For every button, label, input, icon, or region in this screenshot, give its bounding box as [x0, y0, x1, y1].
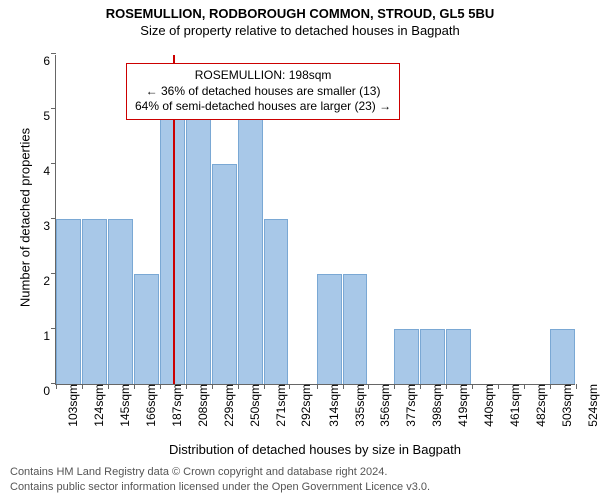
- x-tick-mark: [264, 384, 265, 389]
- x-tick-label: 124sqm: [86, 384, 106, 427]
- x-tick-label: 208sqm: [190, 384, 210, 427]
- y-tick-label: 6: [43, 54, 56, 68]
- y-tick-label: 5: [43, 109, 56, 123]
- y-tick-label: 2: [43, 274, 56, 288]
- x-tick-label: 482sqm: [528, 384, 548, 427]
- x-tick-label: 356sqm: [372, 384, 392, 427]
- x-tick-label: 145sqm: [112, 384, 132, 427]
- y-tick-mark: [51, 163, 56, 164]
- x-tick-mark: [212, 384, 213, 389]
- histogram-bar: [212, 164, 237, 384]
- x-tick-mark: [56, 384, 57, 389]
- histogram-bar: [420, 329, 445, 384]
- histogram-bar: [343, 274, 368, 384]
- y-tick-label: 3: [43, 219, 56, 233]
- histogram-bar: [550, 329, 575, 384]
- histogram-bar: [264, 219, 289, 384]
- histogram-bar: [394, 329, 419, 384]
- footer-line-2: Contains public sector information licen…: [10, 480, 430, 494]
- chart-plot-area: 0123456103sqm124sqm145sqm166sqm187sqm208…: [55, 55, 575, 385]
- footer-line-1: Contains HM Land Registry data © Crown c…: [10, 465, 430, 479]
- footer-attribution: Contains HM Land Registry data © Crown c…: [10, 465, 430, 494]
- x-tick-label: 440sqm: [476, 384, 496, 427]
- x-tick-mark: [82, 384, 83, 389]
- histogram-bar: [134, 274, 159, 384]
- x-tick-mark: [289, 384, 290, 389]
- histogram-bar: [317, 274, 342, 384]
- x-tick-label: 103sqm: [60, 384, 80, 427]
- y-axis-label: Number of detached properties: [18, 118, 33, 318]
- x-tick-mark: [550, 384, 551, 389]
- x-axis-label: Distribution of detached houses by size …: [55, 442, 575, 457]
- x-tick-mark: [394, 384, 395, 389]
- x-tick-mark: [238, 384, 239, 389]
- y-tick-label: 1: [43, 329, 56, 343]
- histogram-bar: [186, 109, 211, 384]
- x-tick-mark: [420, 384, 421, 389]
- histogram-bar: [446, 329, 471, 384]
- y-tick-label: 0: [43, 384, 56, 398]
- x-tick-label: 524sqm: [580, 384, 600, 427]
- x-tick-label: 419sqm: [450, 384, 470, 427]
- x-tick-mark: [498, 384, 499, 389]
- x-tick-label: 187sqm: [164, 384, 184, 427]
- x-tick-mark: [446, 384, 447, 389]
- x-tick-mark: [368, 384, 369, 389]
- annotation-box: ROSEMULLION: 198sqm← 36% of detached hou…: [126, 63, 400, 120]
- x-tick-label: 461sqm: [502, 384, 522, 427]
- y-tick-mark: [51, 108, 56, 109]
- x-tick-mark: [108, 384, 109, 389]
- annotation-line-3: 64% of semi-detached houses are larger (…: [135, 99, 391, 115]
- x-tick-mark: [160, 384, 161, 389]
- x-tick-label: 292sqm: [293, 384, 313, 427]
- histogram-bar: [160, 109, 185, 384]
- histogram-bar: [238, 109, 263, 384]
- x-tick-label: 166sqm: [138, 384, 158, 427]
- annotation-line-1: ROSEMULLION: 198sqm: [135, 68, 391, 84]
- x-tick-label: 314sqm: [321, 384, 341, 427]
- x-tick-mark: [472, 384, 473, 389]
- x-tick-mark: [343, 384, 344, 389]
- annotation-line-2: ← 36% of detached houses are smaller (13…: [135, 84, 391, 100]
- histogram-bar: [56, 219, 81, 384]
- y-tick-mark: [51, 53, 56, 54]
- x-tick-mark: [317, 384, 318, 389]
- chart-subtitle: Size of property relative to detached ho…: [0, 21, 600, 38]
- histogram-bar: [82, 219, 107, 384]
- histogram-bar: [108, 219, 133, 384]
- x-tick-mark: [576, 384, 577, 389]
- x-tick-label: 503sqm: [554, 384, 574, 427]
- y-tick-label: 4: [43, 164, 56, 178]
- x-tick-mark: [186, 384, 187, 389]
- x-tick-label: 250sqm: [242, 384, 262, 427]
- x-tick-label: 335sqm: [347, 384, 367, 427]
- chart-title: ROSEMULLION, RODBOROUGH COMMON, STROUD, …: [0, 0, 600, 21]
- x-tick-mark: [524, 384, 525, 389]
- x-tick-label: 398sqm: [424, 384, 444, 427]
- x-tick-label: 271sqm: [268, 384, 288, 427]
- x-tick-label: 377sqm: [398, 384, 418, 427]
- x-tick-mark: [134, 384, 135, 389]
- x-tick-label: 229sqm: [216, 384, 236, 427]
